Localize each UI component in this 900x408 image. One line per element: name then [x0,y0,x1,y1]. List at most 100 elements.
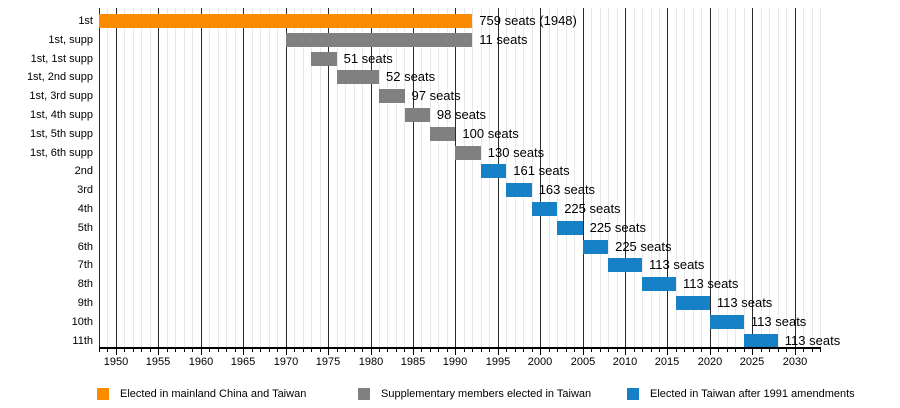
x-axis-tick-minor [557,349,558,352]
x-axis-tick-major [455,349,456,355]
gridline-minor [430,8,431,347]
gridline-minor [209,8,210,347]
x-axis-tick-major [286,349,287,355]
seat-count-label: 52 seats [386,69,436,85]
x-axis-tick-label: 1985 [400,356,426,368]
row-label-9th: 9th [77,297,93,309]
gridline-minor [133,8,134,347]
gridline-minor [175,8,176,347]
x-axis-tick-minor [404,349,405,352]
seat-count-label: 161 seats [513,163,570,179]
x-axis-tick-minor [362,349,363,352]
term-bar-2nd [480,164,507,179]
x-axis-tick-minor [311,349,312,352]
x-axis-tick-major [158,349,159,355]
x-axis-tick-minor [337,349,338,352]
gridline-major [201,8,202,347]
gridline-minor [218,8,219,347]
gridline-minor [506,8,507,347]
gridline-major [243,8,244,347]
term-bar-1st-1st-supp [311,51,337,66]
x-axis-tick-minor [676,349,677,352]
row-label-1st-5th-supp: 1st, 5th supp [30,127,93,140]
x-axis-tick-minor [99,349,100,352]
x-axis-tick-minor [515,349,516,352]
x-axis-tick-minor [294,349,295,352]
gridline-minor [574,8,575,347]
legend-item-supplementary: Supplementary members elected in Taiwan [358,387,591,401]
x-axis-tick-minor [744,349,745,352]
gridline-major [540,8,541,347]
row-label-1st-1st-supp: 1st, 1st supp [30,52,93,65]
x-axis-tick-minor [150,349,151,352]
x-axis-tick-minor [218,349,219,352]
row-label-2nd: 2nd [74,165,93,178]
gridline-minor [693,8,694,347]
gridline-minor [362,8,363,347]
row-label-3rd: 3rd [77,184,93,197]
legend-label-supplementary: Supplementary members elected in Taiwan [381,388,592,400]
gridline-major [99,8,100,347]
gridline-minor [761,8,762,347]
gridline-major [667,8,668,347]
x-axis-tick-major [201,349,202,355]
gridline-major [455,8,456,347]
gridline-minor [107,8,108,347]
seat-count-label: 97 seats [411,88,461,104]
x-axis-tick-major [540,349,541,355]
x-axis-tick-major [583,349,584,355]
x-axis-tick-major [498,349,499,355]
x-axis-tick-major [752,349,753,355]
seat-count-label: 225 seats [589,219,646,235]
x-axis-tick-minor [549,349,550,352]
gridline-minor [549,8,550,347]
gridline-minor [320,8,321,347]
term-bar-3rd [506,183,532,198]
term-bar-1st-supp [285,32,473,47]
x-axis-tick-minor [608,349,609,352]
gridline-major [371,8,372,347]
x-axis-tick-label: 2025 [739,356,765,368]
gridline-minor [676,8,677,347]
x-axis-tick-major [243,349,244,355]
x-axis-tick-minor [769,349,770,352]
x-axis-tick-major [413,349,414,355]
gridline-minor [608,8,609,347]
legend-label-mainland: Elected in mainland China and Taiwan [120,388,307,400]
x-axis-tick-minor [252,349,253,352]
x-axis-tick-minor [701,349,702,352]
seat-count-label: 113 seats [683,276,739,292]
x-axis-tick-minor [820,349,821,352]
gridline-minor [379,8,380,347]
seat-count-label: 163 seats [538,182,596,198]
x-axis-tick-minor [693,349,694,352]
x-axis-tick-label: 2005 [570,356,596,368]
row-label-8th: 8th [77,278,93,291]
x-axis-tick-minor [438,349,439,352]
x-axis-tick-label: 1970 [273,356,299,368]
gridline-minor [192,8,193,347]
x-axis-tick-minor [617,349,618,352]
gridline-major [583,8,584,347]
x-axis-tick-minor [634,349,635,352]
gridline-minor [778,8,779,347]
x-axis-tick-minor [684,349,685,352]
gridline-minor [404,8,405,347]
x-axis-tick-label: 2030 [782,356,808,368]
seat-count-label: 225 seats [564,201,621,216]
x-axis-tick-minor [735,349,736,352]
x-axis-tick-minor [396,349,397,352]
gridline-minor [421,8,422,347]
x-axis-tick-major [371,349,372,355]
gridline-minor [769,8,770,347]
x-axis-tick-label: 1995 [485,356,511,368]
gridline-minor [659,8,660,347]
gridline-minor [634,8,635,347]
term-bar-10th [709,314,744,329]
gridline-minor [438,8,439,347]
x-axis-tick-minor [523,349,524,352]
gridline-minor [252,8,253,347]
x-axis-tick-label: 1965 [230,356,256,368]
x-axis-tick-minor [778,349,779,352]
